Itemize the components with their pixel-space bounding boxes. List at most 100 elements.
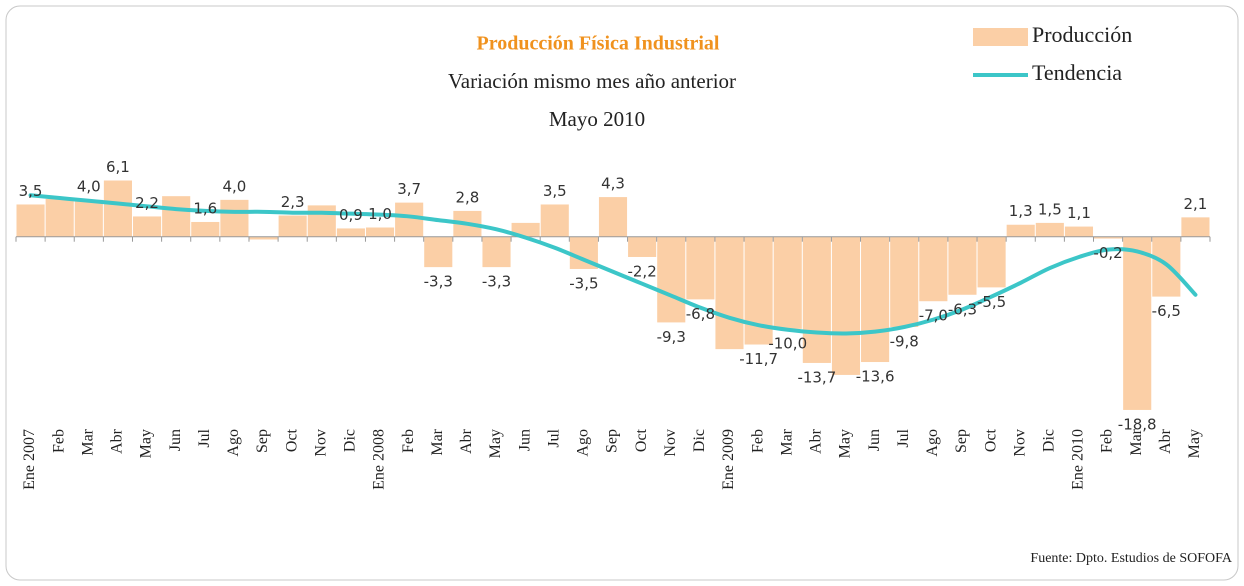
- x-tick-label: Jul: [196, 428, 213, 447]
- bar: [103, 180, 132, 237]
- x-tick-label: Feb: [749, 429, 766, 453]
- bar: [831, 236, 861, 375]
- x-tick-label: May: [837, 429, 854, 458]
- x-tick-label: Jul: [545, 428, 562, 447]
- x-tick-label: May: [487, 429, 504, 458]
- data-label: -9,3: [657, 328, 686, 346]
- data-label: 3,5: [543, 182, 567, 200]
- x-tick-label: Mar: [79, 428, 96, 455]
- x-tick-label: Abr: [458, 428, 475, 454]
- data-label: -3,3: [424, 273, 453, 291]
- x-tick-label: May: [1186, 429, 1203, 458]
- data-label: 3,7: [397, 180, 421, 198]
- bar: [74, 199, 103, 237]
- bar: [278, 215, 307, 237]
- bar: [1064, 226, 1094, 237]
- x-tick-label: Ago: [575, 429, 592, 457]
- data-label: 4,0: [77, 177, 101, 195]
- bar: [191, 221, 220, 237]
- bar: [365, 227, 395, 237]
- x-tick-label: Jun: [167, 429, 184, 451]
- x-tick-label: Abr: [808, 428, 825, 454]
- data-label: -5,5: [977, 293, 1006, 311]
- data-label: 2,2: [135, 194, 159, 212]
- bar: [45, 198, 74, 237]
- data-label: 1,3: [1009, 202, 1033, 220]
- x-tick-label: Jun: [516, 429, 533, 451]
- bar: [1035, 222, 1064, 237]
- data-label: -6,3: [948, 300, 977, 318]
- bar: [220, 199, 249, 237]
- data-label: -11,7: [739, 350, 778, 368]
- data-label: 4,3: [601, 175, 625, 193]
- bar: [307, 205, 336, 237]
- data-label: 3,5: [19, 182, 43, 200]
- bar: [132, 216, 162, 237]
- legend-label: Producción: [1032, 22, 1132, 47]
- x-tick-label: Oct: [283, 428, 300, 452]
- x-tick-label: Oct: [633, 428, 650, 452]
- x-tick-label: Ene 2008: [371, 429, 388, 490]
- data-label: 2,8: [455, 188, 479, 206]
- bar: [424, 236, 453, 268]
- bar: [715, 236, 744, 350]
- bar: [511, 222, 540, 237]
- x-tick-label: Jul: [895, 428, 912, 447]
- data-label: -6,8: [686, 305, 715, 323]
- x-tick-label: Dic: [691, 429, 708, 452]
- x-tick-label: Sep: [953, 429, 970, 453]
- x-tick-label: Nov: [312, 429, 329, 457]
- bar: [598, 197, 628, 237]
- x-tick-label: Ago: [225, 429, 242, 457]
- data-label: -3,5: [569, 274, 598, 292]
- data-label: -18,8: [1118, 415, 1157, 433]
- data-label: -9,8: [890, 333, 919, 351]
- bar: [948, 236, 977, 295]
- bar: [540, 204, 569, 237]
- x-tick-label: Sep: [254, 429, 271, 453]
- bar: [890, 236, 919, 328]
- data-label: 1,0: [368, 205, 392, 223]
- bar: [686, 236, 715, 300]
- bar: [802, 236, 831, 363]
- bar: [773, 236, 802, 329]
- chart-subtitle: Variación mismo mes año anterior: [448, 69, 736, 93]
- bar: [1181, 217, 1210, 237]
- x-tick-label: Dic: [1041, 429, 1058, 452]
- data-label: 2,3: [281, 193, 305, 211]
- x-tick-label: Abr: [1157, 428, 1174, 454]
- legend-swatch: [973, 28, 1028, 46]
- chart-frame: [5, 5, 1239, 581]
- bar: [395, 202, 424, 237]
- x-tick-label: Dic: [342, 429, 359, 452]
- data-label: 1,5: [1038, 200, 1062, 218]
- bar: [628, 236, 657, 257]
- x-tick-label: Jun: [866, 429, 883, 451]
- x-tick-label: Ene 2007: [21, 429, 38, 490]
- bar: [919, 236, 948, 302]
- bar: [1123, 236, 1152, 410]
- x-tick-label: Ene 2009: [720, 429, 737, 490]
- x-tick-label: Feb: [50, 429, 67, 453]
- data-label: 1,1: [1067, 204, 1091, 222]
- x-tick-label: Mar: [778, 428, 795, 455]
- x-tick-label: Mar: [1128, 428, 1145, 455]
- data-label: -6,5: [1152, 302, 1181, 320]
- bar: [1006, 224, 1035, 237]
- x-tick-label: Ene 2010: [1070, 429, 1087, 490]
- bar: [162, 196, 191, 237]
- bar: [16, 204, 45, 237]
- trend-line: [28, 193, 1198, 336]
- data-label: -13,6: [856, 368, 895, 386]
- bar: [482, 236, 511, 268]
- chart-period: Mayo 2010: [549, 107, 645, 131]
- data-label: -13,7: [797, 368, 836, 386]
- x-tick-label: Feb: [400, 429, 417, 453]
- x-tick-label: Mar: [429, 428, 446, 455]
- data-label: -2,2: [627, 262, 656, 280]
- data-label: 0,9: [339, 206, 363, 224]
- data-label: 6,1: [106, 158, 130, 176]
- bar: [657, 236, 686, 323]
- data-label: -7,0: [919, 307, 948, 325]
